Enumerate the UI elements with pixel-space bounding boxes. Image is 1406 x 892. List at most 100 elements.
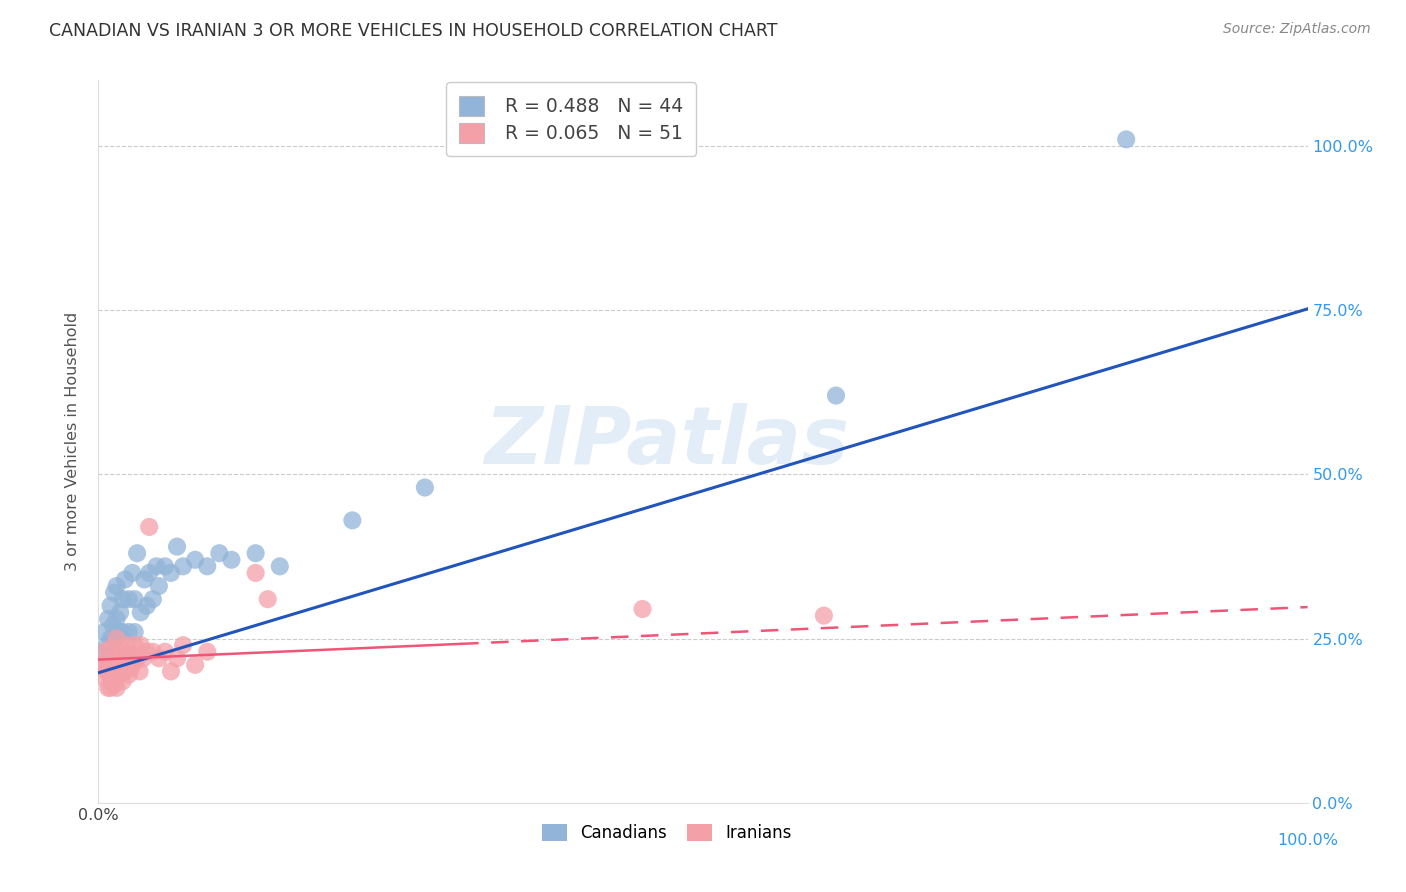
Point — [342, 513, 364, 527]
Point — [184, 553, 207, 567]
Point — [112, 665, 135, 679]
Point — [105, 681, 128, 695]
Point — [124, 592, 146, 607]
Point — [813, 608, 835, 623]
Point — [153, 559, 176, 574]
Point — [120, 661, 142, 675]
Point — [97, 681, 120, 695]
Text: Source: ZipAtlas.com: Source: ZipAtlas.com — [1223, 22, 1371, 37]
Point — [93, 645, 115, 659]
Text: ZIPatlas: ZIPatlas — [484, 402, 849, 481]
Point — [269, 559, 291, 574]
Point — [124, 638, 146, 652]
Point — [195, 645, 218, 659]
Point — [114, 651, 136, 665]
Point — [103, 651, 125, 665]
Point — [195, 559, 218, 574]
Point — [631, 602, 654, 616]
Point — [208, 546, 231, 560]
Point — [221, 553, 243, 567]
Point — [108, 605, 131, 619]
Point — [93, 645, 115, 659]
Point — [118, 667, 141, 681]
Point — [110, 641, 132, 656]
Point — [108, 625, 131, 640]
Point — [105, 655, 128, 669]
Point — [105, 612, 128, 626]
Point — [91, 657, 114, 672]
Point — [127, 651, 149, 665]
Point — [135, 645, 157, 659]
Y-axis label: 3 or more Vehicles in Household: 3 or more Vehicles in Household — [65, 312, 80, 571]
Text: CANADIAN VS IRANIAN 3 OR MORE VEHICLES IN HOUSEHOLD CORRELATION CHART: CANADIAN VS IRANIAN 3 OR MORE VEHICLES I… — [49, 22, 778, 40]
Point — [148, 651, 170, 665]
Point — [104, 665, 127, 679]
Point — [148, 579, 170, 593]
Point — [97, 655, 120, 669]
Point — [115, 638, 138, 652]
Point — [93, 625, 115, 640]
Point — [100, 661, 122, 675]
Point — [172, 559, 194, 574]
Point — [132, 651, 155, 665]
Point — [825, 388, 848, 402]
Point — [172, 638, 194, 652]
Point — [1115, 132, 1137, 146]
Text: 100.0%: 100.0% — [1277, 833, 1339, 848]
Point — [104, 632, 127, 646]
Point — [118, 655, 141, 669]
Point — [134, 573, 156, 587]
Point — [100, 671, 122, 685]
Point — [100, 681, 122, 695]
Point — [124, 625, 146, 640]
Point — [127, 546, 149, 560]
Point — [100, 632, 122, 646]
Legend: Canadians, Iranians: Canadians, Iranians — [536, 817, 799, 848]
Point — [108, 655, 131, 669]
Point — [98, 651, 121, 665]
Point — [124, 655, 146, 669]
Point — [413, 481, 436, 495]
Point — [118, 592, 141, 607]
Point — [153, 645, 176, 659]
Point — [160, 665, 183, 679]
Point — [129, 605, 152, 619]
Point — [111, 592, 134, 607]
Point — [121, 648, 143, 662]
Point — [135, 599, 157, 613]
Point — [93, 671, 115, 685]
Point — [103, 585, 125, 599]
Point — [101, 657, 124, 672]
Point — [129, 638, 152, 652]
Point — [121, 566, 143, 580]
Point — [128, 665, 150, 679]
Point — [118, 625, 141, 640]
Point — [111, 674, 134, 689]
Point — [96, 665, 118, 679]
Point — [184, 657, 207, 672]
Point — [103, 677, 125, 691]
Point — [245, 546, 267, 560]
Point — [98, 667, 121, 681]
Point — [111, 625, 134, 640]
Point — [105, 579, 128, 593]
Point — [105, 632, 128, 646]
Point — [142, 592, 165, 607]
Point — [94, 657, 117, 672]
Point — [108, 667, 131, 681]
Point — [96, 638, 118, 652]
Point — [97, 612, 120, 626]
Point — [138, 520, 160, 534]
Point — [114, 573, 136, 587]
Point — [256, 592, 278, 607]
Point — [245, 566, 267, 580]
Point — [100, 599, 122, 613]
Point — [166, 540, 188, 554]
Point — [142, 645, 165, 659]
Point — [166, 651, 188, 665]
Point — [138, 566, 160, 580]
Point — [111, 648, 134, 662]
Point — [160, 566, 183, 580]
Point — [100, 641, 122, 656]
Point — [145, 559, 167, 574]
